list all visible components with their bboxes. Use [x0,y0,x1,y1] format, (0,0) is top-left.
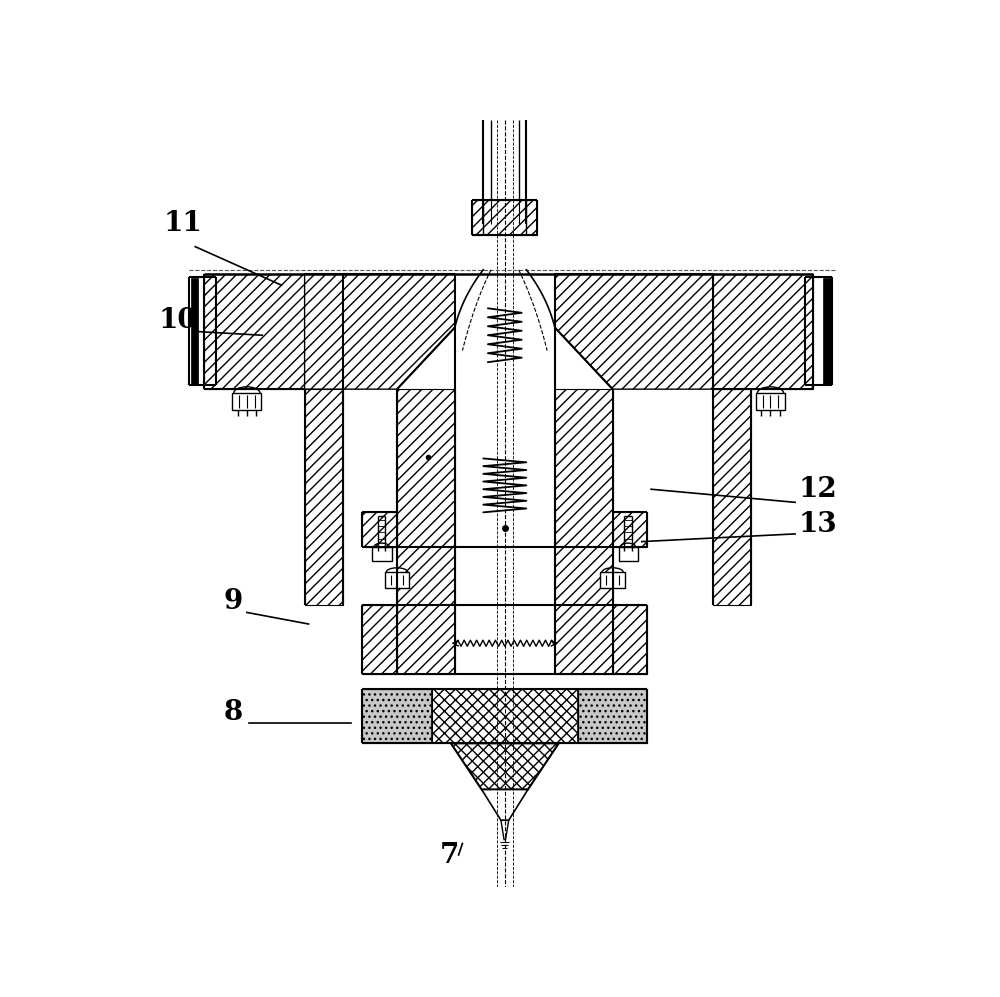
Bar [756,393,785,410]
Text: 13: 13 [799,510,838,537]
Text: 9: 9 [224,587,243,614]
Polygon shape [555,389,613,674]
Polygon shape [432,690,578,744]
Bar [191,278,198,385]
Bar [600,572,625,588]
Polygon shape [362,605,397,674]
Polygon shape [482,790,528,821]
Polygon shape [555,273,713,389]
Polygon shape [362,690,432,744]
Polygon shape [305,389,343,605]
Bar [619,547,638,561]
Text: 11: 11 [164,210,202,237]
Polygon shape [397,389,455,674]
Polygon shape [501,821,509,839]
Polygon shape [713,273,813,389]
Polygon shape [451,744,559,790]
Text: 12: 12 [799,476,838,502]
Bar [823,278,831,385]
Polygon shape [305,273,455,389]
Polygon shape [713,389,751,605]
Polygon shape [472,200,537,235]
Polygon shape [578,690,647,744]
Polygon shape [613,512,647,547]
Bar [385,572,409,588]
Bar [232,393,261,410]
Text: 10: 10 [158,306,197,334]
Polygon shape [613,605,647,674]
Polygon shape [362,512,397,547]
Text: 7: 7 [439,841,459,868]
Bar [372,547,392,561]
Text: 8: 8 [224,699,243,726]
Polygon shape [204,273,305,389]
